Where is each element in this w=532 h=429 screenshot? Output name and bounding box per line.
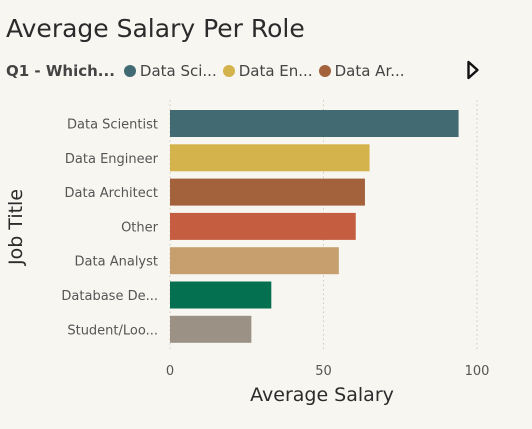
bar-3 (170, 212, 356, 240)
legend-next-arrow-icon[interactable] (466, 60, 480, 80)
y-axis-title: Job Title (5, 189, 27, 266)
legend-item-data-scientist[interactable]: Data Sci... (123, 62, 217, 80)
y-tick-label: Data Architect (65, 186, 158, 201)
legend-item-data-architect[interactable]: Data Ar... (318, 62, 405, 80)
bar-6 (170, 315, 252, 343)
legend-swatch (318, 65, 331, 77)
bar-4 (170, 247, 339, 275)
legend-label: Data En... (238, 62, 313, 80)
legend: Q1 - Which... Data Sci... Data En... Dat… (6, 61, 411, 81)
y-tick-label: Student/Loo... (67, 323, 158, 338)
x-tick-label: 50 (315, 364, 332, 379)
x-axis-title: Average Salary (250, 384, 394, 406)
legend-swatch (222, 65, 235, 77)
y-tick-label: Data Scientist (67, 118, 158, 133)
legend-title: Q1 - Which... (6, 62, 115, 80)
y-tick-label: Data Analyst (75, 255, 158, 270)
legend-label: Data Ar... (334, 62, 405, 80)
legend-item-data-engineer[interactable]: Data En... (222, 62, 313, 80)
bar-0 (170, 110, 459, 137)
x-tick-label: 100 (465, 364, 490, 379)
y-tick-label: Database De... (61, 289, 158, 304)
bar-5 (170, 281, 272, 309)
y-tick-label: Data Engineer (65, 152, 159, 167)
x-tick-label: 0 (166, 364, 174, 379)
bar-2 (170, 178, 365, 206)
legend-swatch (123, 65, 136, 77)
chart-title: Average Salary Per Role (6, 14, 305, 43)
bar-1 (170, 144, 370, 172)
y-tick-label: Other (121, 220, 159, 235)
legend-label: Data Sci... (139, 62, 217, 80)
